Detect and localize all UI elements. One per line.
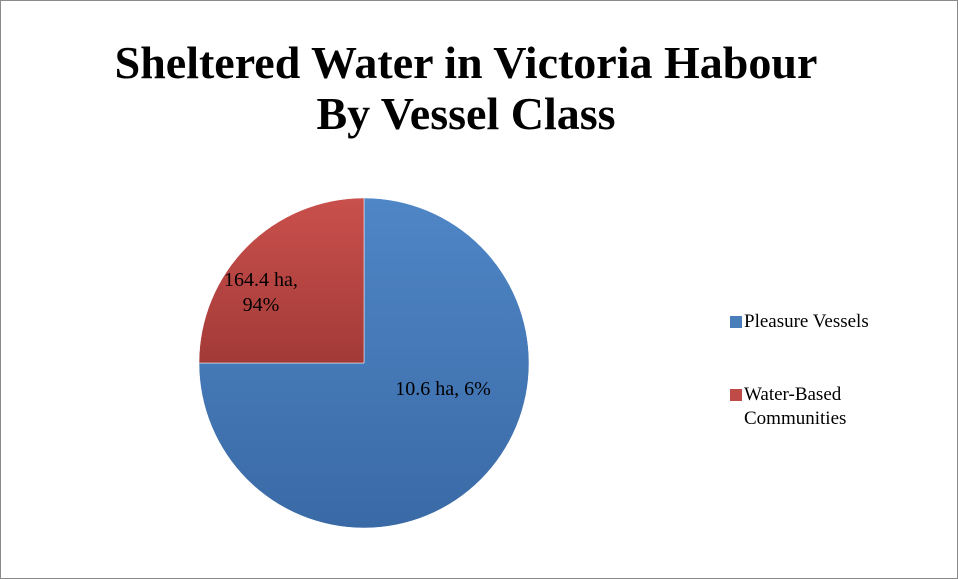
chart-title: Sheltered Water in Victoria Habour By Ve… bbox=[114, 37, 818, 139]
pie-slice bbox=[198, 197, 530, 529]
data-label: 10.6 ha, 6% bbox=[395, 378, 491, 400]
legend-swatch bbox=[730, 316, 742, 328]
legend-label: Water-Based Communities bbox=[744, 384, 847, 429]
legend-label: Pleasure Vessels bbox=[744, 311, 869, 332]
legend-swatch bbox=[730, 389, 742, 401]
pie-slice bbox=[198, 197, 365, 364]
data-label: 164.4 ha, 94% bbox=[224, 269, 298, 316]
